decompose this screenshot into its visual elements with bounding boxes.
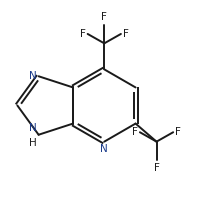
Text: F: F <box>132 127 138 137</box>
Text: F: F <box>101 12 107 22</box>
Text: F: F <box>175 127 181 137</box>
Text: H: H <box>29 138 37 148</box>
Text: N: N <box>100 144 108 154</box>
Text: N: N <box>29 71 37 81</box>
Text: F: F <box>154 163 160 173</box>
Text: F: F <box>123 29 129 39</box>
Text: F: F <box>80 29 85 39</box>
Text: N: N <box>29 123 37 133</box>
